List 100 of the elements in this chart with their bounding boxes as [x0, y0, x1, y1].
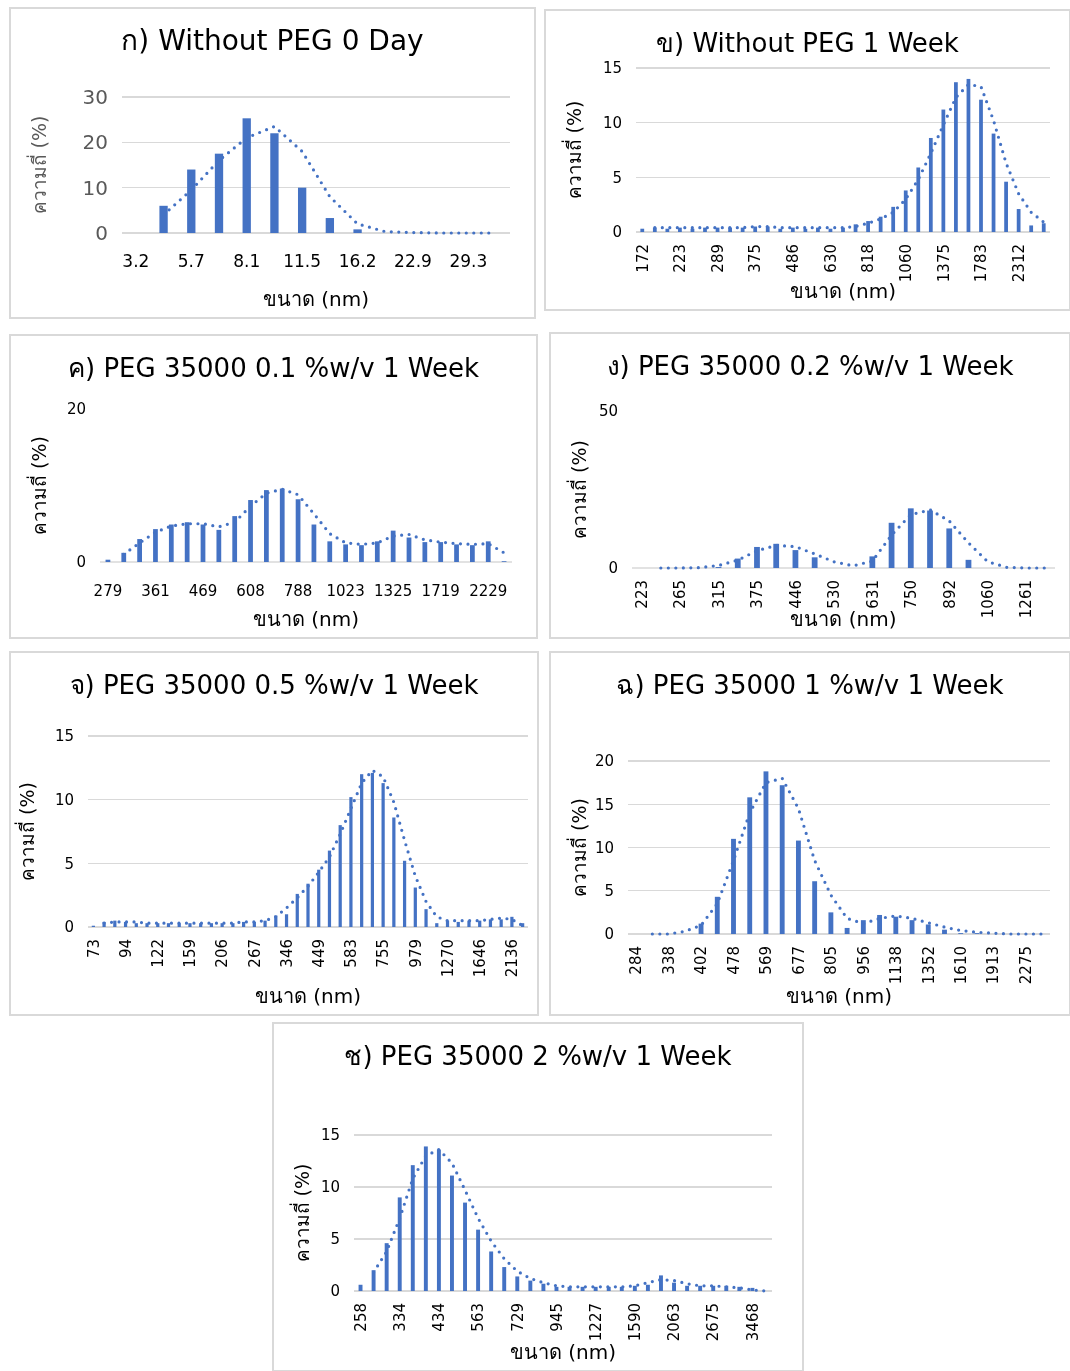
- line-series: [371, 1147, 768, 1293]
- bar: [844, 927, 850, 934]
- x-tick-label: 315: [709, 580, 728, 609]
- chart-title: ค) PEG 35000 0.1 %w/v 1 Week: [68, 353, 479, 383]
- x-tick-label: 434: [430, 1303, 449, 1332]
- y-tick-label: 15: [320, 1126, 340, 1145]
- y-tick-label: 20: [82, 130, 108, 155]
- chart-title: ช) PEG 35000 2 %w/v 1 Week: [344, 1041, 732, 1071]
- x-tick-label: 2229: [469, 582, 508, 600]
- y-tick-label: 20: [66, 400, 86, 419]
- x-tick-label: 449: [309, 939, 328, 968]
- x-tick-label: 1138: [887, 946, 906, 985]
- y-tick-label: 10: [602, 113, 622, 132]
- x-axis-title: ขนาด (nm): [790, 607, 897, 631]
- x-tick-label: 788: [283, 582, 313, 600]
- bar: [413, 887, 417, 927]
- x-tick-label: 3468: [743, 1303, 762, 1342]
- x-tick-label: 2312: [1009, 244, 1028, 283]
- x-tick-label: 446: [786, 580, 805, 609]
- y-tick-label: 5: [64, 854, 74, 873]
- x-tick-label: 1270: [438, 939, 457, 978]
- bar: [640, 228, 645, 232]
- y-tick-label: 50: [598, 402, 618, 421]
- x-tick-label: 334: [390, 1303, 409, 1332]
- y-tick-label: 15: [54, 727, 74, 746]
- x-tick-label: 1023: [326, 582, 365, 600]
- x-tick-label: 1261: [1017, 580, 1036, 619]
- x-tick-label: 1719: [421, 582, 460, 600]
- x-tick-label: 2136: [503, 939, 522, 978]
- y-tick-label: 10: [54, 790, 74, 809]
- chart-title: จ) PEG 35000 0.5 %w/v 1 Week: [69, 670, 479, 700]
- x-axis-title: ขนาด (nm): [789, 279, 897, 303]
- y-axis-title: ความถี่ (%): [566, 798, 590, 897]
- x-tick-label: 11.5: [283, 251, 322, 271]
- x-tick-label: 16.2: [338, 251, 377, 271]
- x-tick-label: 338: [659, 946, 678, 975]
- bar: [402, 860, 407, 927]
- x-axis-title: ขนาด (nm): [262, 287, 370, 311]
- bar: [297, 187, 307, 233]
- chart-title: ฉ) PEG 35000 1 %w/v 1 Week: [616, 670, 1004, 700]
- x-tick-label: 478: [724, 946, 743, 975]
- x-tick-label: 402: [692, 946, 711, 975]
- y-tick-label: 10: [82, 175, 108, 200]
- x-tick-label: 159: [181, 939, 200, 968]
- x-tick-label: 375: [746, 244, 765, 273]
- y-axis-title: ความถี่ (%): [289, 1163, 313, 1263]
- y-tick-label: 0: [612, 223, 622, 242]
- bar: [811, 557, 818, 568]
- x-tick-label: 469: [188, 582, 218, 600]
- bar: [489, 1251, 494, 1291]
- y-tick-label: 0: [64, 918, 74, 937]
- y-axis-title: ความถี่ (%): [26, 436, 50, 535]
- x-tick-label: 486: [784, 244, 803, 273]
- x-tick-label: 608: [236, 582, 265, 600]
- bar: [325, 218, 335, 233]
- x-tick-label: 750: [902, 580, 921, 609]
- x-tick-label: 279: [93, 582, 123, 600]
- bar: [1016, 209, 1021, 232]
- bar: [812, 881, 818, 934]
- x-tick-label: 346: [277, 939, 296, 968]
- chart-title: ข) Without PEG 1 Week: [656, 28, 959, 58]
- x-tick-label: 755: [374, 939, 393, 968]
- x-tick-label: 284: [627, 946, 646, 975]
- bar: [463, 1202, 467, 1291]
- y-tick-label: 5: [612, 168, 622, 187]
- x-tick-label: 223: [632, 580, 651, 609]
- x-tick-label: 22.9: [394, 251, 432, 271]
- x-axis-title: ขนาด (nm): [254, 984, 362, 1008]
- y-tick-label: 0: [330, 1282, 340, 1301]
- bar: [216, 529, 222, 562]
- x-tick-label: 289: [708, 244, 727, 273]
- x-tick-label: 2275: [1016, 946, 1035, 985]
- x-tick-label: 563: [469, 1303, 488, 1332]
- bar: [392, 817, 396, 927]
- y-tick-label: 5: [604, 882, 614, 900]
- line-series: [102, 768, 525, 928]
- x-tick-label: 1060: [978, 580, 997, 619]
- y-axis-title: ความถี่ (%): [26, 115, 50, 215]
- line-series: [659, 508, 1047, 570]
- x-tick-label: 73: [84, 939, 103, 959]
- y-tick-label: 0: [76, 553, 86, 572]
- x-tick-label: 265: [671, 580, 690, 609]
- bar: [502, 1267, 507, 1291]
- x-tick-label: 122: [149, 939, 168, 968]
- bar: [284, 914, 289, 927]
- x-tick-label: 583: [342, 939, 361, 968]
- x-tick-label: 258: [351, 1303, 370, 1332]
- x-tick-label: 206: [213, 939, 232, 968]
- y-tick-label: 5: [330, 1230, 340, 1249]
- bar: [1004, 181, 1008, 232]
- x-axis-title: ขนาด (nm): [252, 607, 360, 631]
- y-tick-label: 15: [602, 59, 622, 78]
- chart-title: ง) PEG 35000 0.2 %w/v 1 Week: [606, 351, 1014, 381]
- bar: [456, 921, 460, 927]
- x-tick-label: 569: [757, 946, 776, 975]
- x-tick-label: 979: [406, 939, 425, 968]
- bar: [979, 99, 983, 232]
- x-tick-label: 956: [854, 946, 873, 975]
- x-tick-label: 2063: [665, 1303, 684, 1342]
- x-tick-label: 1646: [470, 939, 489, 978]
